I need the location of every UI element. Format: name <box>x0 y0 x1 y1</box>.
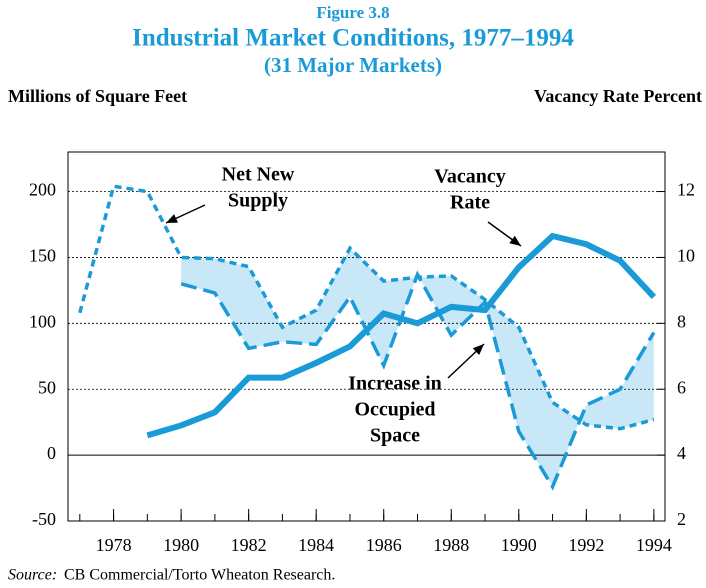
y2-tick-label: 12 <box>677 180 695 200</box>
annotation: Vacancy <box>434 166 505 188</box>
x-tick-label: 1986 <box>366 535 402 555</box>
plot-frame <box>67 151 666 522</box>
annotation-arrow-head <box>166 214 178 223</box>
figure-label: Figure 3.8 <box>316 3 389 22</box>
series-line <box>180 270 656 491</box>
y-tick-label: 0 <box>47 443 56 463</box>
chart-title: Industrial Market Conditions, 1977–1994 <box>132 25 574 52</box>
x-tick-label: 1978 <box>96 535 132 555</box>
x-tick-label: 1980 <box>163 535 199 555</box>
x-tick-label: 1992 <box>568 535 604 555</box>
x-tick-label: 1984 <box>298 535 334 555</box>
y2-tick-label: 4 <box>677 443 686 463</box>
y2-tick-label: 10 <box>677 246 695 266</box>
chart-subtitle: (31 Major Markets) <box>264 53 442 77</box>
y-tick-label: 100 <box>29 311 56 331</box>
y-axis-label: Millions of Square Feet <box>8 86 187 106</box>
series-line <box>78 184 655 431</box>
x-tick-label: 1990 <box>501 535 537 555</box>
annotation-arrow-head <box>472 344 484 355</box>
annotation: Rate <box>450 192 490 214</box>
y2-axis-label: Vacancy Rate Percent <box>534 86 702 106</box>
shaded-gap <box>181 248 654 487</box>
y2-tick-label: 6 <box>677 377 686 397</box>
annotation-arrow-head <box>509 235 521 246</box>
y-tick-label: 200 <box>29 180 56 200</box>
series-line <box>146 232 657 439</box>
annotation: Increase in <box>348 373 442 395</box>
y2-tick-label: 2 <box>677 509 686 529</box>
annotation: Supply <box>228 190 288 212</box>
y-tick-label: 50 <box>38 377 56 397</box>
y-tick-label: -50 <box>32 509 56 529</box>
annotation: Space <box>370 425 420 447</box>
y2-tick-label: 8 <box>677 311 686 331</box>
annotation: Net New <box>222 164 295 186</box>
x-tick-label: 1988 <box>433 535 469 555</box>
source-text: CB Commercial/Torto Wheaton Research. <box>64 567 335 584</box>
x-tick-label: 1982 <box>231 535 267 555</box>
source-label: Source: <box>8 567 57 584</box>
x-tick-label: 1994 <box>636 535 672 555</box>
y-tick-label: 150 <box>29 246 56 266</box>
annotation: Occupied <box>354 399 435 421</box>
